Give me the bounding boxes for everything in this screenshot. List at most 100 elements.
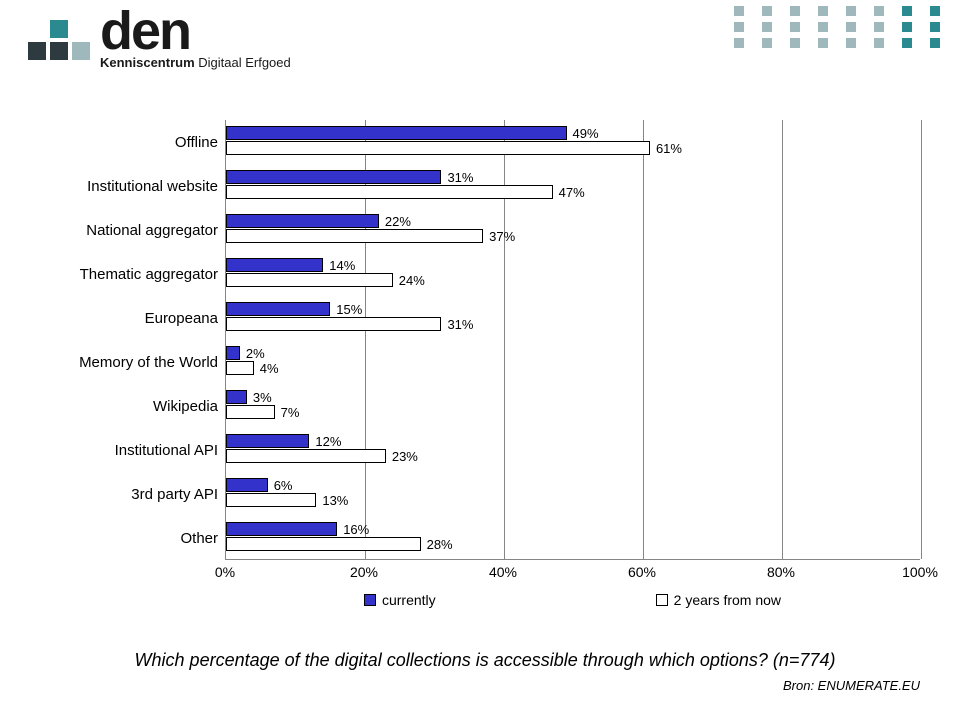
- bar-value-label: 23%: [392, 449, 418, 464]
- bar-future: [226, 185, 553, 199]
- chart-caption: Which percentage of the digital collecti…: [50, 650, 920, 671]
- x-axis-tick: 0%: [215, 564, 235, 580]
- logo-letters: den: [100, 10, 291, 53]
- chart-gridline: [782, 120, 783, 559]
- category-label: 3rd party API: [48, 486, 218, 503]
- bar-value-label: 13%: [322, 493, 348, 508]
- decorative-dot: [790, 6, 800, 16]
- decorative-dot: [930, 22, 940, 32]
- decorative-dot: [734, 22, 744, 32]
- bar-value-label: 16%: [343, 522, 369, 537]
- x-axis-tick: 20%: [350, 564, 378, 580]
- bar-currently: [226, 346, 240, 360]
- chart-legend: currently 2 years from now: [225, 592, 920, 608]
- bar-value-label: 37%: [489, 229, 515, 244]
- legend-label-currently: currently: [382, 592, 436, 608]
- decorative-dot: [902, 6, 912, 16]
- decorative-dot: [930, 6, 940, 16]
- bar-currently: [226, 390, 247, 404]
- chart-source: Bron: ENUMERATE.EU: [783, 678, 920, 693]
- bar-future: [226, 449, 386, 463]
- bar-future: [226, 405, 275, 419]
- decorative-dot: [762, 38, 772, 48]
- bar-future: [226, 537, 421, 551]
- decorative-dot: [734, 6, 744, 16]
- decorative-dot: [902, 22, 912, 32]
- bar-future: [226, 317, 441, 331]
- bar-currently: [226, 170, 441, 184]
- logo-block: [28, 42, 46, 60]
- bar-value-label: 22%: [385, 214, 411, 229]
- bar-currently: [226, 126, 567, 140]
- decorative-dot: [818, 22, 828, 32]
- category-label: Offline: [48, 134, 218, 151]
- x-axis-tick: 40%: [489, 564, 517, 580]
- decorative-dot: [818, 6, 828, 16]
- bar-currently: [226, 214, 379, 228]
- bar-value-label: 47%: [559, 185, 585, 200]
- bar-future: [226, 493, 316, 507]
- bar-currently: [226, 434, 309, 448]
- bar-value-label: 14%: [329, 258, 355, 273]
- bar-value-label: 15%: [336, 302, 362, 317]
- x-axis-tick: 60%: [628, 564, 656, 580]
- legend-swatch-currently: [364, 594, 376, 606]
- logo-header: den Kenniscentrum Digitaal Erfgoed: [28, 10, 291, 70]
- category-label: National aggregator: [48, 222, 218, 239]
- legend-item-currently: currently: [364, 592, 436, 608]
- bar-currently: [226, 302, 330, 316]
- decorative-dot: [874, 38, 884, 48]
- bar-future: [226, 361, 254, 375]
- bar-future: [226, 229, 483, 243]
- decorative-dot: [790, 38, 800, 48]
- logo-tagline-bold: Kenniscentrum: [100, 55, 195, 70]
- decorative-dot: [790, 22, 800, 32]
- chart-gridline: [643, 120, 644, 559]
- bar-value-label: 4%: [260, 361, 279, 376]
- decorative-dot: [930, 38, 940, 48]
- decorative-dot: [874, 22, 884, 32]
- category-label: Institutional API: [48, 442, 218, 459]
- decorative-dot: [846, 22, 856, 32]
- category-label: Institutional website: [48, 178, 218, 195]
- decorative-dot: [846, 38, 856, 48]
- logo-tagline: Kenniscentrum Digitaal Erfgoed: [100, 55, 291, 70]
- x-axis-tick: 100%: [902, 564, 938, 580]
- category-label: Memory of the World: [48, 354, 218, 371]
- decorative-dot: [734, 38, 744, 48]
- bar-value-label: 61%: [656, 141, 682, 156]
- decorative-dot: [818, 38, 828, 48]
- bar-future: [226, 273, 393, 287]
- bar-value-label: 28%: [427, 537, 453, 552]
- bar-value-label: 6%: [274, 478, 293, 493]
- category-label: Thematic aggregator: [48, 266, 218, 283]
- legend-label-future: 2 years from now: [674, 592, 781, 608]
- bar-value-label: 24%: [399, 273, 425, 288]
- bar-currently: [226, 522, 337, 536]
- logo-block: [72, 42, 90, 60]
- category-label: Europeana: [48, 310, 218, 327]
- decorative-dot: [902, 38, 912, 48]
- bar-value-label: 49%: [573, 126, 599, 141]
- logo-block: [50, 20, 68, 38]
- bar-value-label: 31%: [447, 317, 473, 332]
- category-label: Wikipedia: [48, 398, 218, 415]
- bar-currently: [226, 258, 323, 272]
- logo-tagline-rest: Digitaal Erfgoed: [195, 55, 291, 70]
- chart-container: 49%61%31%47%22%37%14%24%15%31%2%4%3%7%12…: [50, 120, 920, 560]
- decorative-dot: [846, 6, 856, 16]
- decorative-dot: [762, 22, 772, 32]
- logo-text: den Kenniscentrum Digitaal Erfgoed: [100, 10, 291, 70]
- bar-value-label: 7%: [281, 405, 300, 420]
- logo-blocks: [28, 20, 90, 60]
- decorative-dot: [762, 6, 772, 16]
- chart-plot-area: 49%61%31%47%22%37%14%24%15%31%2%4%3%7%12…: [225, 120, 920, 560]
- category-label: Other: [48, 530, 218, 547]
- bar-value-label: 31%: [447, 170, 473, 185]
- x-axis-tick: 80%: [767, 564, 795, 580]
- legend-swatch-future: [656, 594, 668, 606]
- bar-value-label: 3%: [253, 390, 272, 405]
- legend-item-future: 2 years from now: [656, 592, 781, 608]
- decorative-dot-grid: [734, 6, 940, 48]
- decorative-dot: [874, 6, 884, 16]
